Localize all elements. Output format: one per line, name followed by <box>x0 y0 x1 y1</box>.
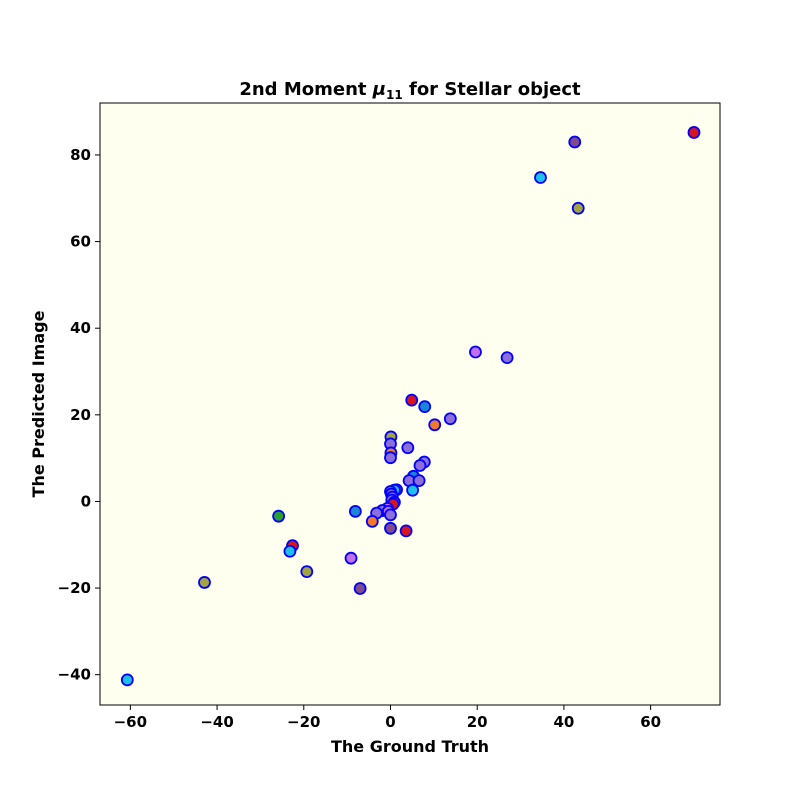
data-point <box>384 508 397 522</box>
y-tick-label: 60 <box>70 233 91 251</box>
data-point <box>365 514 379 528</box>
data-point <box>406 483 420 497</box>
data-point <box>687 126 701 139</box>
y-tick-label: 40 <box>70 319 91 337</box>
data-point <box>428 418 442 432</box>
x-tick-label: 0 <box>385 713 395 731</box>
data-point <box>399 524 413 538</box>
y-tick-label: −40 <box>58 666 91 684</box>
data-point <box>412 474 426 488</box>
x-tick-label: −40 <box>200 713 233 731</box>
plot-frame <box>99 102 721 706</box>
chart-title: 2nd Moment μ11 for Stellar object <box>239 79 581 102</box>
data-point <box>283 544 297 558</box>
y-axis-title: The Predicted Image <box>29 310 48 497</box>
data-point <box>272 509 286 523</box>
data-point <box>443 412 457 426</box>
points-layer <box>120 126 701 687</box>
data-point <box>413 459 427 472</box>
data-point <box>353 582 367 595</box>
y-tick-label: 0 <box>81 492 91 510</box>
data-point <box>534 171 547 184</box>
data-point <box>405 393 419 407</box>
data-point <box>120 673 134 687</box>
x-tick-label: −20 <box>287 713 320 731</box>
x-tick-label: −60 <box>114 713 147 731</box>
data-point <box>384 451 397 465</box>
y-tick-label: −20 <box>58 579 91 597</box>
x-axis: −60 −40 −20 0 20 40 60 <box>114 705 661 731</box>
x-axis-title: The Ground Truth <box>331 737 489 756</box>
data-point <box>418 400 432 413</box>
y-tick-label: 20 <box>70 406 91 424</box>
data-point <box>384 521 397 535</box>
data-point <box>571 201 585 215</box>
x-tick-label: 40 <box>553 713 574 731</box>
data-point <box>469 345 482 359</box>
x-tick-label: 60 <box>640 713 661 731</box>
data-point <box>500 351 514 365</box>
data-point <box>401 441 415 455</box>
data-point <box>198 576 211 589</box>
x-tick-label: 20 <box>467 713 488 731</box>
data-point <box>344 551 358 565</box>
data-point <box>300 565 314 579</box>
y-tick-label: 80 <box>70 146 91 164</box>
y-axis: −40 −20 0 20 40 60 80 <box>58 146 100 684</box>
data-point <box>348 505 362 518</box>
data-point <box>568 135 582 149</box>
